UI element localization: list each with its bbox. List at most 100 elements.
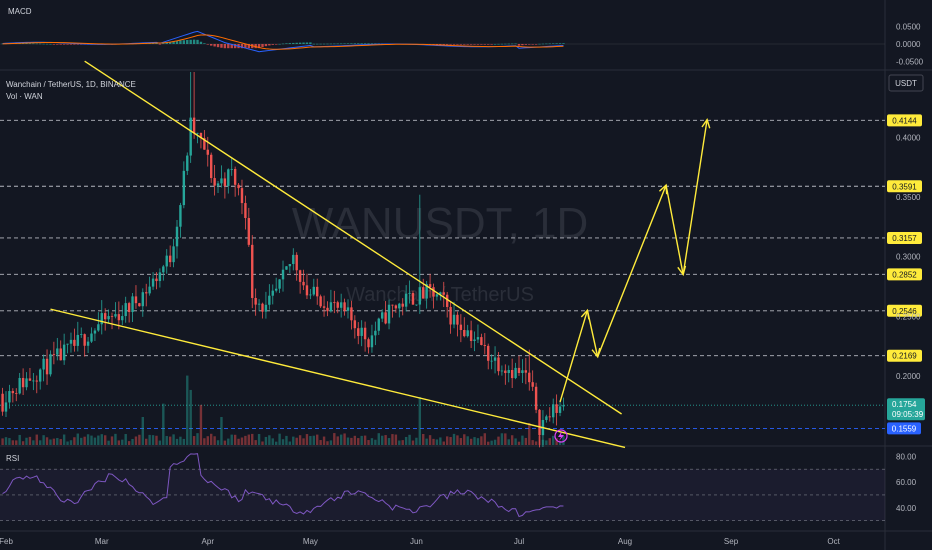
volume-bar [510, 435, 514, 445]
volume-indicator-title[interactable]: Vol · WAN [6, 92, 43, 101]
macd-histogram-bar [39, 43, 42, 45]
macd-pane-title[interactable]: MACD [8, 7, 32, 16]
candle-body [39, 369, 42, 382]
volume-bar [114, 433, 117, 445]
macd-histogram-bar [76, 44, 80, 45]
candle-body [422, 287, 425, 299]
time-axis-tick-label: Jun [410, 537, 423, 546]
candle-body [192, 117, 196, 134]
instrument-title[interactable]: Wanchain / TetherUS, 1D, BINANCE [6, 80, 136, 89]
macd-histogram-bar [268, 44, 271, 46]
candle-body [456, 314, 459, 325]
volume-bar [233, 434, 237, 445]
volume-bar [264, 436, 268, 445]
candle-body [463, 329, 466, 337]
currency-button[interactable] [888, 74, 924, 92]
volume-bar [90, 435, 93, 445]
projection-arrow-segment [586, 310, 599, 357]
candle-body [21, 377, 25, 388]
volume-bar [422, 433, 425, 445]
candle-body [162, 266, 165, 273]
candle-body [25, 378, 28, 388]
candle-body [189, 117, 192, 156]
macd-histogram-bar [210, 44, 213, 46]
candle-body [168, 255, 172, 263]
volume-bar [398, 440, 401, 445]
candle-body [552, 404, 555, 418]
candle-body [220, 178, 223, 184]
volume-bar [39, 440, 42, 445]
volume-bar [8, 438, 11, 445]
macd-histogram-bar [538, 43, 541, 45]
macd-histogram-bar [555, 43, 558, 44]
projection-arrow-segment [597, 184, 667, 358]
candle-body [398, 303, 401, 309]
time-axis-tick-label: Aug [618, 537, 632, 546]
rsi-pane-title[interactable]: RSI [6, 454, 19, 463]
macd-histogram-bar [442, 44, 445, 45]
macd-histogram-bar [445, 44, 449, 45]
volume-bar [322, 436, 326, 445]
macd-histogram-bar [524, 44, 528, 45]
volume-bar [370, 438, 374, 445]
volume-bar [42, 435, 45, 445]
volume-bar [363, 435, 367, 445]
macd-histogram-bar [35, 43, 38, 45]
candle-body [257, 303, 261, 305]
volume-bar [326, 441, 329, 445]
macd-histogram-bar [514, 43, 517, 45]
candle-body [254, 297, 257, 305]
projection-arrow-segment [665, 185, 684, 275]
lightning-icon[interactable] [554, 429, 568, 443]
volume-bar [56, 438, 59, 445]
macd-histogram-bar [165, 42, 168, 44]
volume-bar [418, 397, 422, 445]
volume-bar [261, 441, 264, 445]
volume-bar [141, 417, 144, 445]
volume-bar [528, 423, 531, 445]
candle-body [32, 380, 35, 382]
candle-body [90, 333, 93, 342]
macd-histogram-bar [305, 42, 309, 44]
volume-bar [124, 434, 127, 445]
candle-body [86, 341, 90, 346]
candle-body [165, 255, 168, 267]
macd-histogram-bar [562, 43, 565, 44]
macd-histogram-bar [367, 43, 370, 44]
candle-body [223, 178, 227, 186]
volume-bar [199, 404, 203, 445]
volume-bar [476, 438, 480, 445]
volume-bar [558, 441, 562, 445]
candle-body [360, 327, 363, 336]
candle-body [507, 369, 510, 374]
macd-histogram-bar [466, 44, 469, 45]
macd-histogram-bar [435, 44, 439, 45]
macd-histogram-bar [281, 43, 285, 45]
volume-bar [545, 440, 548, 445]
candle-body [548, 416, 551, 418]
candle-body [411, 293, 415, 305]
macd-histogram-bar [62, 44, 66, 45]
macd-histogram-bar [168, 41, 172, 44]
macd-axis-tick-label: 0.0000 [896, 40, 921, 49]
candle-body [435, 294, 439, 297]
macd-histogram-bar [548, 43, 551, 45]
volume-bar [415, 437, 418, 445]
macd-histogram-bar [274, 44, 278, 45]
time-axis-tick-label: Sep [724, 537, 739, 546]
volume-bar [134, 436, 138, 445]
volume-bar [350, 437, 353, 445]
projection-arrow-segment [682, 119, 708, 275]
volume-bar [76, 433, 80, 445]
price-level-tag [887, 231, 922, 244]
volume-bar [186, 375, 189, 445]
volume-bar [237, 438, 240, 445]
candle-body [408, 293, 411, 294]
macd-histogram-bar [213, 44, 216, 47]
price-level-tag-label: 0.2169 [892, 352, 917, 361]
volume-bar [247, 434, 251, 445]
volume-bar [504, 433, 507, 445]
candle-body [298, 270, 302, 282]
